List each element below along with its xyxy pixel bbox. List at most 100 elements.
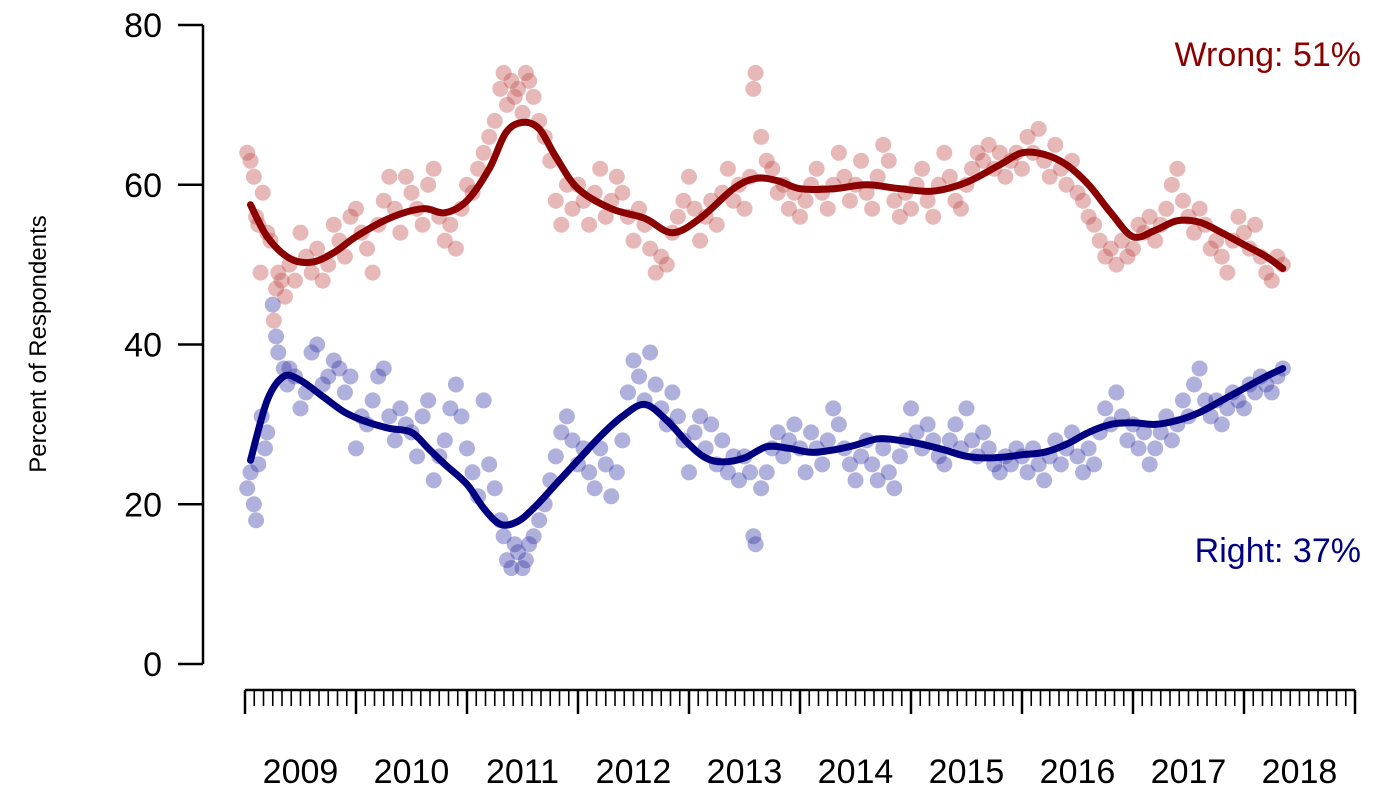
wrong-point xyxy=(964,160,981,177)
right-point xyxy=(364,392,381,409)
right-point xyxy=(869,472,886,489)
wrong-point xyxy=(1119,248,1136,265)
wrong-point xyxy=(292,224,309,241)
wrong-point xyxy=(1014,160,1030,177)
wrong-point xyxy=(991,144,1008,161)
wrong-point xyxy=(252,264,269,281)
wrong-point xyxy=(498,96,515,113)
wrong-point xyxy=(1191,200,1208,217)
wrong-annotation: Wrong: 51% xyxy=(1175,36,1361,74)
wrong-point xyxy=(1236,224,1252,241)
right-point xyxy=(947,416,964,433)
wrong-point xyxy=(303,264,320,281)
x-tick-label: 2009 xyxy=(263,753,339,786)
wrong-point xyxy=(886,192,903,209)
right-point xyxy=(891,448,908,465)
wrong-point xyxy=(492,80,509,97)
right-point xyxy=(270,344,287,361)
wrong-point xyxy=(581,216,598,233)
wrong-point xyxy=(747,64,764,81)
y-tick-label: 20 xyxy=(124,486,162,524)
x-tick-label: 2015 xyxy=(929,753,1005,786)
right-point xyxy=(259,424,276,441)
wrong-point xyxy=(1263,272,1280,289)
wrong-point xyxy=(625,232,642,249)
right-point xyxy=(758,464,775,481)
right-point xyxy=(486,480,503,497)
wrong-point xyxy=(314,272,331,289)
wrong-point xyxy=(1097,248,1114,265)
right-point xyxy=(1108,384,1125,401)
wrong-point xyxy=(597,208,614,225)
wrong-point xyxy=(470,160,487,177)
right-point xyxy=(1119,432,1136,449)
right-point xyxy=(303,344,320,361)
wrong-point xyxy=(653,248,670,265)
right-point xyxy=(597,456,614,473)
wrong-point xyxy=(941,168,958,185)
wrong-point xyxy=(481,128,498,145)
right-point xyxy=(248,512,265,529)
right-point xyxy=(242,464,259,481)
right-point xyxy=(475,392,492,409)
right-point xyxy=(1236,400,1252,417)
wrong-point xyxy=(1130,216,1147,233)
right-point xyxy=(908,424,925,441)
right-point xyxy=(1163,432,1180,449)
wrong-point xyxy=(547,192,564,209)
right-point xyxy=(1002,456,1019,473)
wrong-point xyxy=(830,144,847,161)
right-point xyxy=(498,552,515,569)
wrong-point xyxy=(342,208,359,225)
right-point xyxy=(1030,456,1047,473)
wrong-point xyxy=(875,136,892,153)
wrong-point xyxy=(359,240,376,257)
right-point xyxy=(642,344,659,361)
right-point xyxy=(1036,472,1053,489)
right-point xyxy=(980,440,997,457)
x-tick-label: 2010 xyxy=(374,753,450,786)
right-point xyxy=(1147,440,1164,457)
wrong-point xyxy=(808,160,825,177)
right-point xyxy=(459,440,475,457)
right-point xyxy=(841,456,858,473)
wrong-point xyxy=(510,80,527,97)
wrong-point xyxy=(681,168,697,185)
wrong-point xyxy=(797,192,814,209)
right-point xyxy=(386,432,403,449)
wrong-point xyxy=(475,144,492,161)
right-point xyxy=(880,464,897,481)
wrong-point xyxy=(517,64,534,81)
right-point xyxy=(342,368,359,385)
wrong-point xyxy=(1113,232,1130,249)
x-tick-label: 2014 xyxy=(818,753,894,786)
wrong-point xyxy=(521,72,538,89)
right-point xyxy=(503,560,520,577)
wrong-point xyxy=(1186,224,1203,241)
right-point xyxy=(830,416,847,433)
right-point xyxy=(941,432,958,449)
wrong-point xyxy=(397,168,414,185)
y-axis: 0 20 40 60 80 xyxy=(124,7,205,684)
wrong-point xyxy=(1030,120,1047,137)
right-point xyxy=(692,408,709,425)
wrong-point xyxy=(919,192,936,209)
right-point xyxy=(669,408,686,425)
wrong-point xyxy=(495,64,512,81)
wrong-point xyxy=(1019,128,1036,145)
right-point xyxy=(625,352,642,369)
right-point xyxy=(769,424,786,441)
right-point xyxy=(348,440,364,457)
x-tick-label: 2017 xyxy=(1151,753,1227,786)
right-point xyxy=(1086,456,1103,473)
right-point xyxy=(581,464,598,481)
right-point xyxy=(631,368,648,385)
x-tick-label: 2016 xyxy=(1040,753,1116,786)
right-point xyxy=(1263,384,1280,401)
wrong-point xyxy=(564,200,581,217)
right-point xyxy=(517,552,534,569)
right-point xyxy=(1152,424,1169,441)
wrong-point xyxy=(725,192,742,209)
x-axis: 2009 2010 2011 2012 2013 2014 2015 2016 2017 2018 xyxy=(243,688,1357,786)
